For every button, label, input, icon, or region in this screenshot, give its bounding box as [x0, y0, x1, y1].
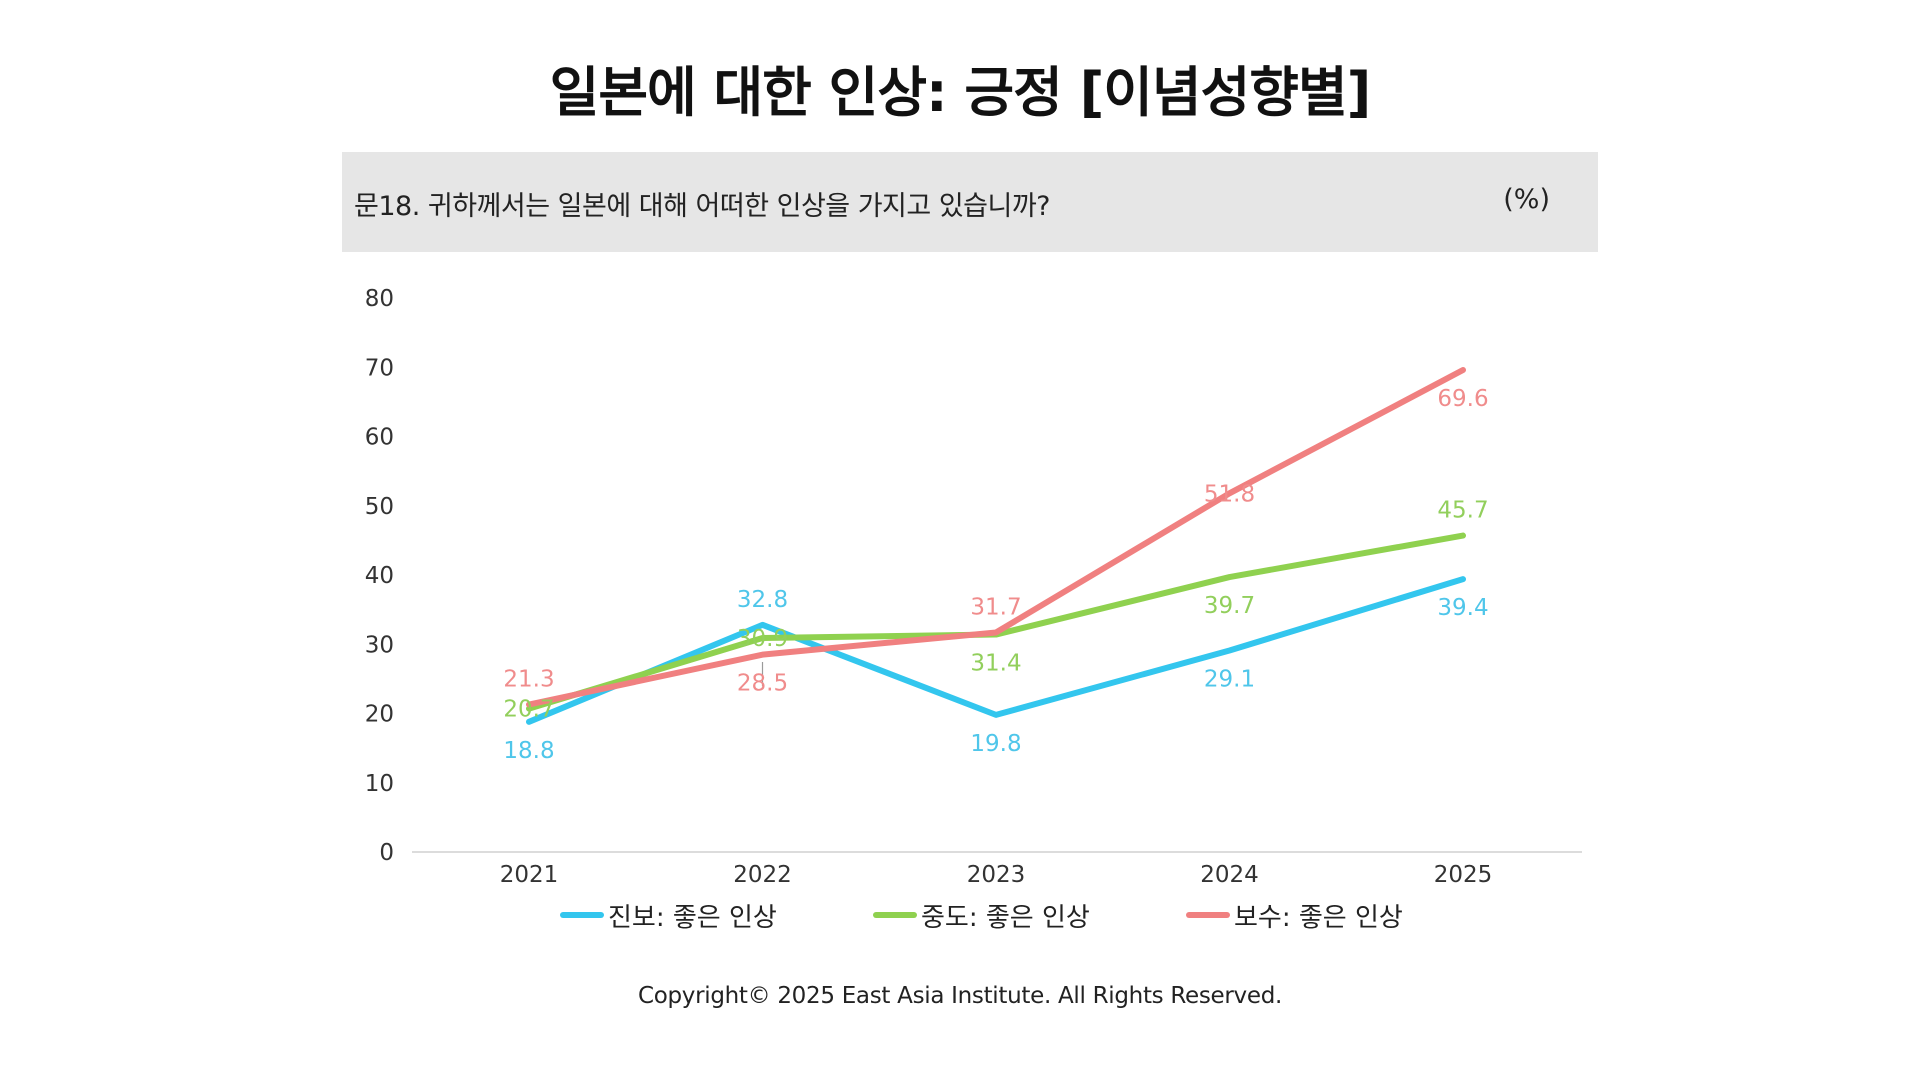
data-label: 32.8 — [737, 587, 788, 613]
data-label: 29.1 — [1204, 666, 1255, 692]
question-text: 문18. 귀하께서는 일본에 대해 어떠한 인상을 가지고 있습니까? — [354, 191, 1051, 222]
series-line-2 — [526, 367, 1466, 708]
x-tick-label: 2023 — [967, 862, 1026, 888]
y-tick-label: 10 — [365, 771, 394, 797]
data-label: 19.8 — [970, 731, 1021, 757]
x-tick-label: 2021 — [500, 862, 559, 888]
data-label: 18.8 — [503, 738, 554, 764]
chart-legend: 진보: 좋은 인상 중도: 좋은 인상 보수: 좋은 인상 — [0, 895, 1920, 935]
copyright-notice: Copyright© 2025 East Asia Institute. All… — [637, 983, 1283, 1009]
y-tick-label: 50 — [365, 494, 394, 520]
x-tick-label: 2022 — [733, 862, 792, 888]
legend-swatch-conservative — [1186, 912, 1230, 918]
y-tick-label: 20 — [365, 702, 394, 728]
legend-swatch-moderate — [873, 912, 917, 918]
data-label: 51.8 — [1204, 481, 1255, 507]
data-label: 30.9 — [737, 626, 788, 652]
legend-item-progressive: 진보: 좋은 인상 — [560, 895, 777, 935]
chart-title: 일본에 대한 인상: 긍정 [이념성향별] — [549, 61, 1372, 124]
legend-label-progressive: 진보: 좋은 인상 — [608, 902, 777, 933]
legend-item-conservative: 보수: 좋은 인상 — [1186, 895, 1403, 935]
y-tick-label: 0 — [379, 840, 394, 866]
legend-item-moderate: 중도: 좋은 인상 — [873, 895, 1090, 935]
data-label: 28.5 — [737, 671, 788, 697]
y-tick-label: 80 — [365, 286, 394, 312]
data-label: 20.7 — [503, 697, 554, 723]
data-label: 21.3 — [503, 666, 554, 692]
data-label: 69.6 — [1437, 386, 1488, 412]
legend-label-conservative: 보수: 좋은 인상 — [1234, 902, 1403, 933]
data-label: 45.7 — [1437, 498, 1488, 524]
y-tick-label: 70 — [365, 355, 394, 381]
x-tick-label: 2025 — [1434, 862, 1493, 888]
x-tick-label: 2024 — [1200, 862, 1259, 888]
legend-label-moderate: 중도: 좋은 인상 — [921, 902, 1090, 933]
y-tick-label: 40 — [365, 563, 394, 589]
data-label: 39.7 — [1204, 593, 1255, 619]
y-tick-label: 30 — [365, 632, 394, 658]
unit-label: (%) — [1503, 184, 1550, 215]
data-label: 31.7 — [970, 594, 1021, 620]
data-label: 31.4 — [970, 651, 1021, 677]
legend-swatch-progressive — [560, 912, 604, 918]
series-line-0 — [526, 576, 1466, 725]
question-bar: 문18. 귀하께서는 일본에 대해 어떠한 인상을 가지고 있습니까? (%) — [342, 152, 1598, 252]
y-tick-label: 60 — [365, 425, 394, 451]
data-label: 39.4 — [1437, 595, 1488, 621]
